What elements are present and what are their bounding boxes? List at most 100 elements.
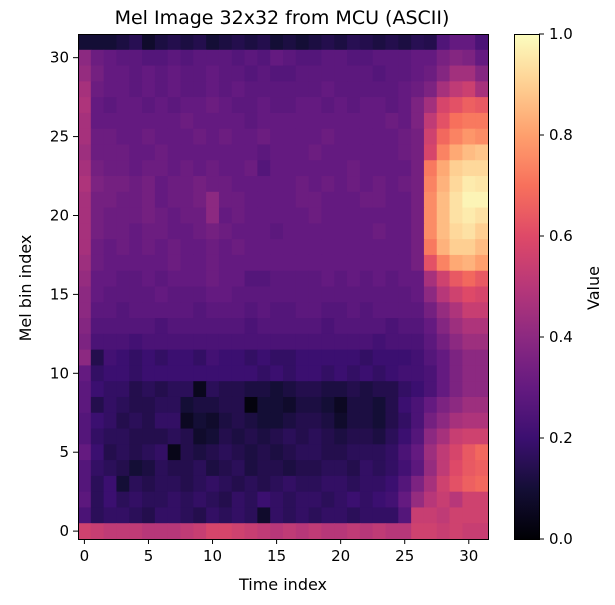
heatmap-cell xyxy=(411,207,425,224)
heatmap-cell xyxy=(257,491,271,509)
heatmap-cell xyxy=(295,160,310,177)
heatmap-cell xyxy=(90,302,105,319)
heatmap-cell xyxy=(359,128,374,146)
heatmap-cell xyxy=(90,128,105,146)
heatmap-cell xyxy=(180,507,194,524)
heatmap-cell xyxy=(206,523,220,540)
heatmap-cell xyxy=(475,254,489,272)
heatmap-cell xyxy=(385,460,399,477)
heatmap-cell xyxy=(270,49,284,67)
heatmap-cell xyxy=(359,97,374,114)
heatmap-cell xyxy=(436,428,451,445)
heatmap-cell xyxy=(475,191,489,209)
heatmap-cell xyxy=(283,333,297,351)
heatmap-cell xyxy=(321,254,335,272)
heatmap-cell xyxy=(206,49,220,67)
heatmap-cell xyxy=(436,239,451,256)
heatmap-cell xyxy=(231,34,246,51)
heatmap-cell xyxy=(347,270,361,288)
heatmap-cell xyxy=(270,65,284,82)
heatmap-cell xyxy=(385,144,399,161)
heatmap-cell xyxy=(334,381,348,398)
heatmap-cell xyxy=(257,396,271,414)
heatmap-cell xyxy=(218,254,233,272)
x-tick-label: 25 xyxy=(395,547,414,565)
heatmap-cell xyxy=(154,318,169,335)
heatmap-cell xyxy=(308,34,323,51)
heatmap-cell xyxy=(398,128,412,146)
heatmap-cell xyxy=(475,97,489,114)
heatmap-cell xyxy=(142,412,156,430)
heatmap-cell xyxy=(295,81,310,98)
heatmap-cell xyxy=(334,318,348,335)
heatmap-cell xyxy=(308,318,323,335)
heatmap-cell xyxy=(193,318,207,335)
heatmap-cell xyxy=(116,239,130,256)
heatmap-cell xyxy=(423,444,438,461)
heatmap-cell xyxy=(78,302,92,319)
heatmap-cell xyxy=(475,34,489,51)
heatmap-cell xyxy=(436,349,451,367)
heatmap-cell xyxy=(359,254,374,272)
heatmap-cell xyxy=(116,81,130,98)
heatmap-cell xyxy=(436,191,451,209)
heatmap-cell xyxy=(295,254,310,272)
heatmap-cell xyxy=(142,207,156,224)
heatmap-cell xyxy=(334,365,348,382)
heatmap-cell xyxy=(142,128,156,146)
heatmap-cell xyxy=(359,81,374,98)
heatmap-cell xyxy=(423,428,438,445)
heatmap-cell xyxy=(103,412,118,430)
heatmap-cell xyxy=(270,381,284,398)
heatmap-cell xyxy=(423,34,438,51)
heatmap-cell xyxy=(372,286,387,303)
heatmap-cell xyxy=(372,491,387,509)
heatmap-cell xyxy=(295,207,310,224)
heatmap-cell xyxy=(218,207,233,224)
heatmap-cell xyxy=(436,444,451,461)
heatmap-cell xyxy=(180,286,194,303)
heatmap-cell xyxy=(308,144,323,161)
heatmap-cell xyxy=(398,223,412,240)
heatmap-cell xyxy=(475,239,489,256)
heatmap-cell xyxy=(347,286,361,303)
heatmap-cell xyxy=(385,491,399,509)
heatmap-cell xyxy=(193,507,207,524)
heatmap-cell xyxy=(359,365,374,382)
x-tick-label: 15 xyxy=(267,547,286,565)
heatmap-cell xyxy=(411,128,425,146)
heatmap-cell xyxy=(347,302,361,319)
heatmap-cell xyxy=(449,318,463,335)
heatmap-cell xyxy=(90,333,105,351)
heatmap-cell xyxy=(398,381,412,398)
heatmap-cell xyxy=(321,302,335,319)
heatmap-cell xyxy=(411,491,425,509)
heatmap-cell xyxy=(180,475,194,493)
heatmap-cell xyxy=(372,381,387,398)
heatmap-cell xyxy=(142,381,156,398)
x-tick-label: 5 xyxy=(144,547,154,565)
heatmap-cell xyxy=(359,460,374,477)
heatmap-cell xyxy=(462,302,476,319)
heatmap-cell xyxy=(154,97,169,114)
heatmap-cell xyxy=(295,65,310,82)
heatmap-cell xyxy=(90,286,105,303)
heatmap-cell xyxy=(283,507,297,524)
heatmap-cell xyxy=(129,223,143,240)
heatmap-cell xyxy=(129,381,143,398)
heatmap-cell xyxy=(436,396,451,414)
heatmap-cell xyxy=(116,412,130,430)
heatmap-cell xyxy=(423,491,438,509)
heatmap-cell xyxy=(308,128,323,146)
heatmap-cell xyxy=(436,128,451,146)
heatmap-cell xyxy=(308,81,323,98)
heatmap-cell xyxy=(218,428,233,445)
heatmap-cell xyxy=(180,65,194,82)
heatmap-cell xyxy=(308,507,323,524)
heatmap-cell xyxy=(449,81,463,98)
heatmap-cell xyxy=(321,176,335,193)
heatmap-cell xyxy=(142,223,156,240)
heatmap-cell xyxy=(321,207,335,224)
heatmap-cell xyxy=(462,81,476,98)
heatmap-cell xyxy=(385,223,399,240)
